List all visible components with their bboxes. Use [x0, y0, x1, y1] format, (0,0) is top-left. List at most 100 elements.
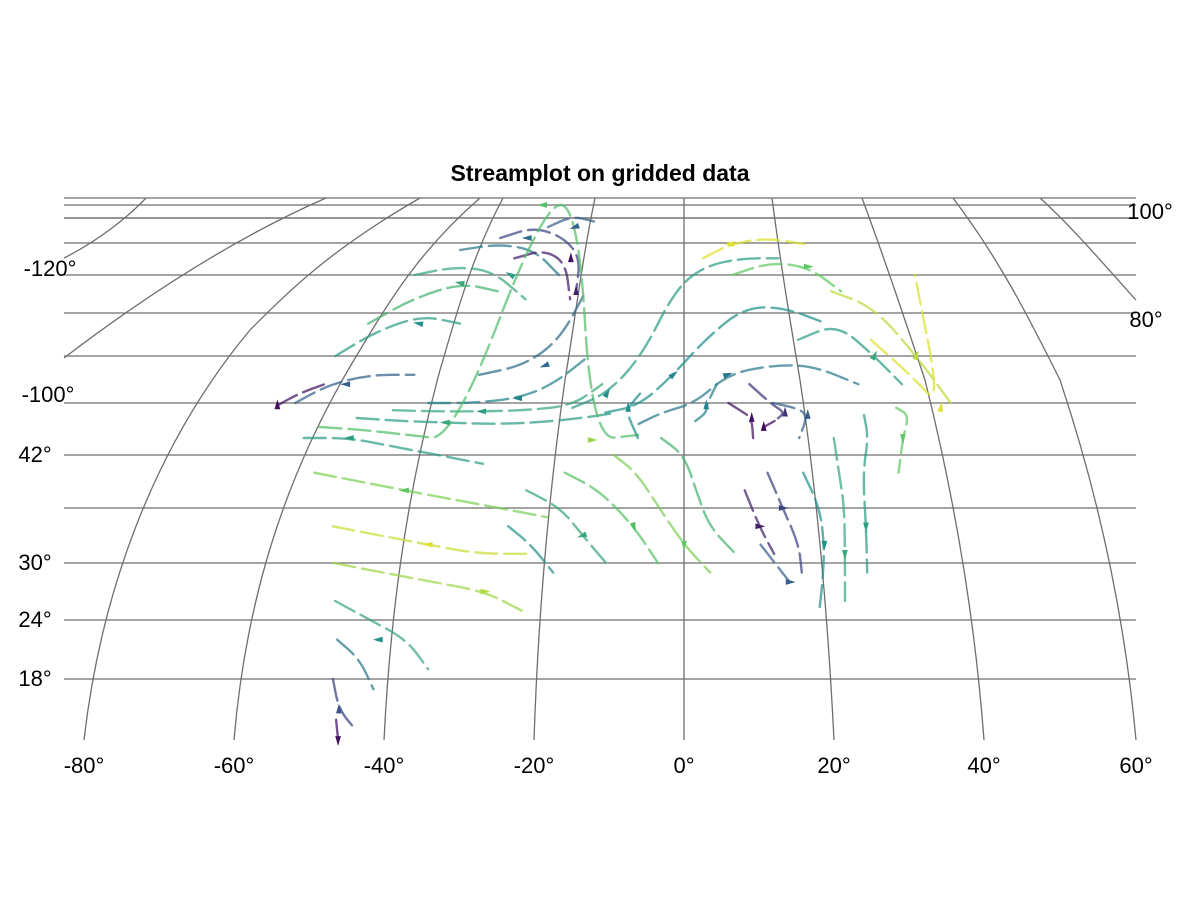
- stream-arrow: [869, 350, 878, 361]
- streamline: [546, 216, 596, 229]
- streamline: [334, 317, 462, 358]
- streamline: [355, 411, 618, 425]
- streamline: [694, 383, 718, 423]
- stream-arrow: [568, 252, 574, 263]
- streamline: [332, 561, 523, 612]
- y-tick-label: -120°: [24, 256, 77, 281]
- x-tick-label: -40°: [364, 753, 405, 778]
- x-tick-label: -60°: [214, 753, 255, 778]
- stream-arrow: [785, 579, 796, 585]
- streamline: [730, 262, 843, 293]
- streamline: [458, 244, 561, 277]
- streamline: [477, 290, 588, 376]
- streamline: [391, 383, 604, 413]
- stream-arrow: [335, 736, 341, 746]
- stream-arrow: [512, 395, 522, 402]
- stream-arrow: [748, 412, 755, 422]
- streamline: [748, 383, 784, 423]
- stream-arrow: [629, 521, 636, 532]
- stream-arrow: [476, 408, 487, 415]
- x-tick-label: 60°: [1119, 753, 1152, 778]
- tick-labels: -80° -60° -40° -20° 0° 20° 40° 60° 18° 24° 30° 42° -…: [18, 199, 1172, 778]
- stream-arrow: [340, 381, 351, 388]
- stream-arrow: [577, 531, 588, 538]
- y-tick-label: 18°: [18, 666, 51, 691]
- stream-arrow: [724, 241, 735, 247]
- stream-arrow: [804, 409, 811, 419]
- stream-arrow: [782, 406, 788, 417]
- streamline: [331, 525, 531, 555]
- stream-arrow: [505, 272, 516, 280]
- streamline: [762, 419, 776, 429]
- streamline: [313, 471, 549, 519]
- y-tick-label: 30°: [18, 550, 51, 575]
- streamline: [525, 489, 608, 565]
- stream-arrow: [821, 540, 828, 551]
- streamline: [759, 543, 791, 584]
- meridian-line: [533, 197, 596, 741]
- stream-arrow: [372, 636, 383, 643]
- streamline: [802, 471, 825, 612]
- streamline: [302, 436, 485, 465]
- stream-arrow: [573, 285, 579, 296]
- stream-arrow: [863, 522, 869, 533]
- streamline: [331, 677, 357, 731]
- stream-arrow: [399, 487, 409, 494]
- stream-arrow: [778, 505, 789, 511]
- stream-arrow: [842, 549, 848, 560]
- stream-arrow: [722, 372, 733, 379]
- stream-arrow: [274, 399, 281, 410]
- streamline: [334, 718, 340, 742]
- x-tick-label: 0°: [673, 753, 694, 778]
- streamline: [571, 257, 780, 409]
- streamline: [796, 327, 904, 386]
- x-tick-label: 40°: [967, 753, 1000, 778]
- stream-arrow: [587, 437, 598, 443]
- stream-arrow: [760, 421, 767, 431]
- stream-arrow: [539, 361, 550, 368]
- streamline: [612, 453, 712, 574]
- stream-arrow: [569, 222, 580, 230]
- stream-arrow: [521, 235, 532, 241]
- stream-arrows: [274, 202, 944, 746]
- chart-title: Streamplot on gridded data: [450, 160, 749, 186]
- meridian-line: [383, 197, 504, 741]
- y-tick-label: -100°: [22, 382, 75, 407]
- streamline: [766, 471, 803, 574]
- stream-arrow: [343, 435, 354, 441]
- stream-arrow: [912, 350, 919, 361]
- stream-arrow: [681, 540, 687, 551]
- streamline: [637, 364, 860, 426]
- meridian-line: [83, 197, 421, 741]
- stream-arrow: [602, 388, 610, 399]
- meridian-line: [63, 197, 327, 359]
- streamline: [829, 290, 952, 405]
- x-tick-label: 20°: [817, 753, 850, 778]
- streamline: [869, 273, 936, 396]
- stream-arrow: [413, 321, 424, 328]
- stream-arrow: [537, 202, 547, 208]
- streamline: [333, 599, 430, 671]
- streamline: [895, 406, 909, 474]
- stream-arrow: [336, 703, 342, 714]
- streamline: [413, 266, 527, 301]
- streamline: [513, 251, 572, 301]
- meridian-line: [1039, 197, 1137, 301]
- streamline: [507, 525, 555, 574]
- stream-arrow: [625, 401, 632, 412]
- x-tick-label: -80°: [64, 753, 105, 778]
- meridian-line: [952, 197, 1137, 741]
- streamline: [659, 436, 737, 555]
- streamline: [499, 228, 580, 293]
- stream-arrow: [703, 399, 710, 410]
- stream-arrow: [755, 523, 766, 530]
- stream-arrow: [422, 541, 433, 548]
- stream-arrow: [937, 401, 944, 413]
- streamline: [336, 638, 375, 691]
- streamline: [276, 383, 326, 407]
- streamline: [604, 306, 828, 414]
- streamline: [293, 373, 416, 405]
- y-tick-label: 24°: [18, 607, 51, 632]
- x-tick-label: -20°: [514, 753, 555, 778]
